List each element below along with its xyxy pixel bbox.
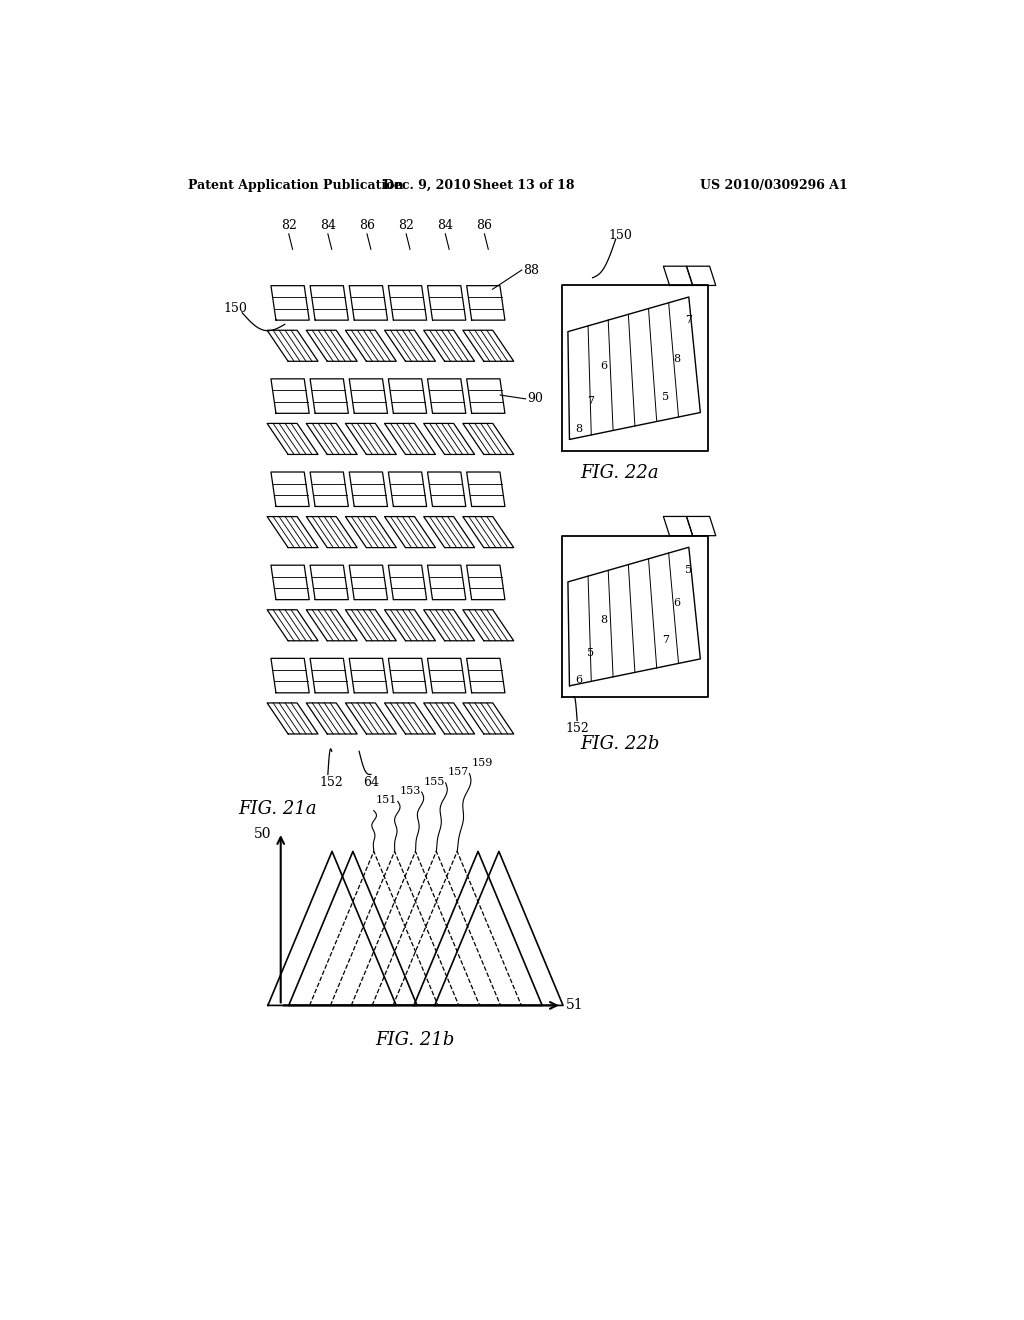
Text: 84: 84 bbox=[319, 219, 336, 231]
Text: 153: 153 bbox=[400, 785, 421, 796]
Text: 50: 50 bbox=[254, 828, 271, 841]
Text: 7: 7 bbox=[685, 315, 692, 325]
Text: US 2010/0309296 A1: US 2010/0309296 A1 bbox=[700, 178, 848, 191]
Text: 157: 157 bbox=[447, 767, 469, 777]
Text: 6: 6 bbox=[600, 362, 607, 371]
Text: 88: 88 bbox=[523, 264, 540, 277]
Text: 84: 84 bbox=[437, 219, 454, 231]
Text: 8: 8 bbox=[674, 354, 681, 363]
Text: 159: 159 bbox=[472, 758, 494, 768]
Text: FIG. 22b: FIG. 22b bbox=[580, 735, 659, 752]
Text: 5: 5 bbox=[663, 392, 670, 403]
Text: 5: 5 bbox=[588, 648, 595, 657]
Text: 51: 51 bbox=[565, 998, 584, 1012]
Text: 82: 82 bbox=[281, 219, 297, 231]
Text: Sheet 13 of 18: Sheet 13 of 18 bbox=[472, 178, 574, 191]
Text: 86: 86 bbox=[359, 219, 375, 231]
Text: 6: 6 bbox=[575, 676, 583, 685]
Text: 6: 6 bbox=[674, 598, 681, 609]
Text: 82: 82 bbox=[398, 219, 414, 231]
Text: 151: 151 bbox=[376, 795, 397, 805]
Text: Dec. 9, 2010: Dec. 9, 2010 bbox=[383, 178, 471, 191]
Text: 7: 7 bbox=[663, 635, 670, 644]
Text: 7: 7 bbox=[588, 396, 595, 407]
Text: 8: 8 bbox=[600, 615, 607, 626]
Text: FIG. 21b: FIG. 21b bbox=[376, 1031, 455, 1049]
Text: FIG. 22a: FIG. 22a bbox=[581, 463, 658, 482]
Text: 150: 150 bbox=[608, 228, 632, 242]
Text: FIG. 21a: FIG. 21a bbox=[239, 800, 317, 818]
Text: 152: 152 bbox=[565, 722, 589, 735]
Text: 64: 64 bbox=[362, 776, 379, 788]
Text: Patent Application Publication: Patent Application Publication bbox=[188, 178, 403, 191]
Text: 5: 5 bbox=[685, 565, 692, 576]
Text: 90: 90 bbox=[527, 392, 543, 405]
Text: 86: 86 bbox=[476, 219, 493, 231]
Text: 155: 155 bbox=[424, 776, 445, 787]
Text: 152: 152 bbox=[319, 776, 344, 788]
Text: 8: 8 bbox=[575, 425, 583, 434]
Text: 150: 150 bbox=[223, 302, 247, 315]
